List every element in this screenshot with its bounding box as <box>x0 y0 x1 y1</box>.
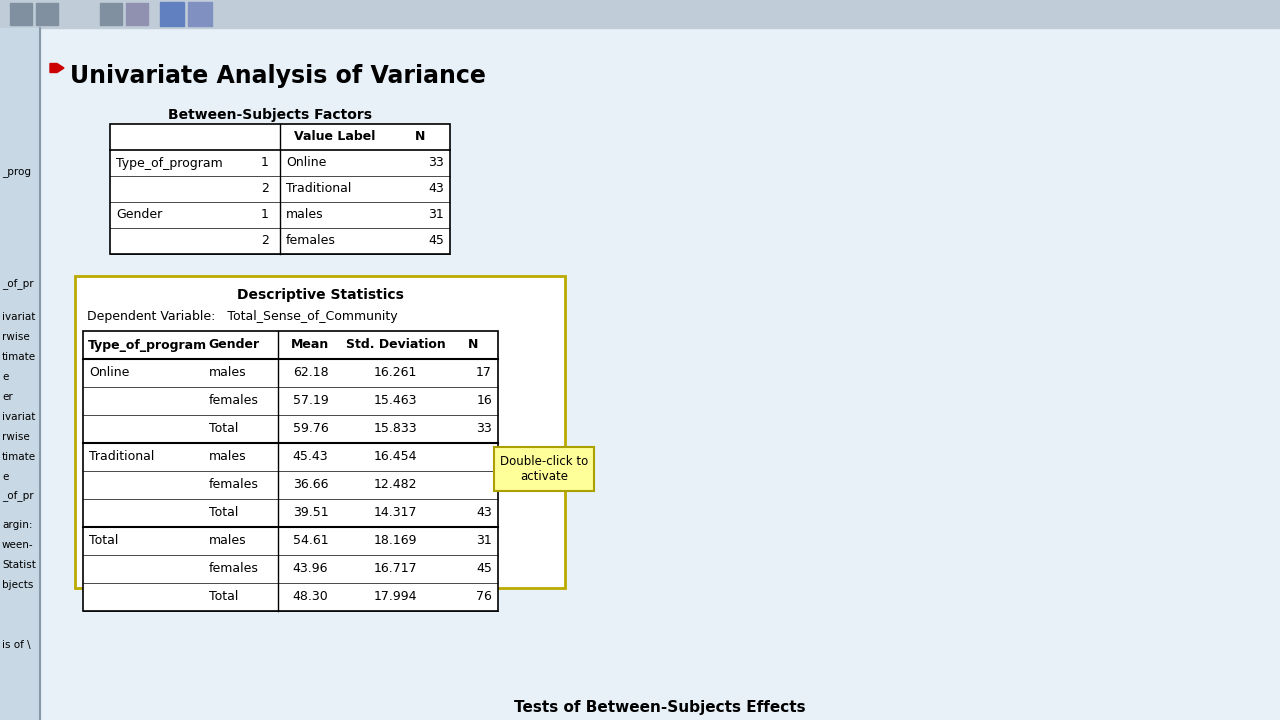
Bar <box>0 0 1280 28</box>
Text: argin:: argin: <box>3 520 32 530</box>
Text: Value Label: Value Label <box>294 130 376 143</box>
Text: 18.169: 18.169 <box>374 534 417 547</box>
Text: Gender: Gender <box>207 338 259 351</box>
Text: 33: 33 <box>476 423 492 436</box>
Text: _prog: _prog <box>3 168 31 178</box>
Text: bjects: bjects <box>3 580 33 590</box>
Text: er: er <box>3 392 13 402</box>
Text: timate: timate <box>3 352 36 362</box>
FancyArrow shape <box>50 63 64 73</box>
Text: 31: 31 <box>429 209 444 222</box>
Bar <box>564 28 1280 720</box>
Text: rwise: rwise <box>3 432 29 442</box>
Bar <box>100 3 122 25</box>
Text: Dependent Variable:   Total_Sense_of_Community: Dependent Variable: Total_Sense_of_Commu… <box>87 310 398 323</box>
Text: 16: 16 <box>476 395 492 408</box>
Text: Total: Total <box>209 423 238 436</box>
Bar <box>10 3 32 25</box>
Text: 17.994: 17.994 <box>374 590 417 603</box>
Text: N: N <box>467 338 479 351</box>
Text: 16.717: 16.717 <box>374 562 417 575</box>
Text: _of_pr: _of_pr <box>3 490 33 501</box>
Text: males: males <box>209 451 247 464</box>
Text: males: males <box>285 209 324 222</box>
Text: females: females <box>285 235 335 248</box>
Text: ween-: ween- <box>3 540 33 550</box>
Text: ivariat: ivariat <box>3 412 36 422</box>
Text: Traditional: Traditional <box>285 182 352 196</box>
Bar <box>36 3 58 25</box>
Text: timate: timate <box>3 452 36 462</box>
Text: 43: 43 <box>429 182 444 196</box>
Text: Descriptive Statistics: Descriptive Statistics <box>237 288 403 302</box>
Text: rwise: rwise <box>3 332 29 342</box>
Text: 36.66: 36.66 <box>293 479 328 492</box>
Bar <box>110 124 451 254</box>
Text: _of_pr: _of_pr <box>3 278 33 289</box>
Text: 16.261: 16.261 <box>374 366 417 379</box>
Text: males: males <box>209 534 247 547</box>
Text: 57.19: 57.19 <box>293 395 329 408</box>
Text: 15.463: 15.463 <box>374 395 417 408</box>
Text: e: e <box>3 472 9 482</box>
Bar <box>76 276 564 588</box>
Text: 14.317: 14.317 <box>374 506 417 520</box>
Text: is of \: is of \ <box>3 640 31 650</box>
Text: Total: Total <box>90 534 118 547</box>
Text: 2: 2 <box>261 182 269 196</box>
Text: Mean: Mean <box>292 338 330 351</box>
Text: 15.833: 15.833 <box>374 423 417 436</box>
Text: 62.18: 62.18 <box>293 366 328 379</box>
Text: females: females <box>209 479 259 492</box>
Text: 17: 17 <box>476 366 492 379</box>
Text: 59.76: 59.76 <box>293 423 329 436</box>
Text: 45: 45 <box>428 235 444 248</box>
Text: Univariate Analysis of Variance: Univariate Analysis of Variance <box>70 64 486 88</box>
Text: 45.43: 45.43 <box>293 451 328 464</box>
Text: females: females <box>209 395 259 408</box>
Text: 76: 76 <box>476 590 492 603</box>
Text: Online: Online <box>90 366 129 379</box>
Text: ivariat: ivariat <box>3 312 36 322</box>
Text: Double-click to
activate: Double-click to activate <box>500 455 588 483</box>
Text: e: e <box>3 372 9 382</box>
Text: 2: 2 <box>261 235 269 248</box>
Text: 48.30: 48.30 <box>293 590 329 603</box>
Text: Total: Total <box>209 590 238 603</box>
Text: 43: 43 <box>476 506 492 520</box>
Text: 54.61: 54.61 <box>293 534 328 547</box>
Text: Statist: Statist <box>3 560 36 570</box>
Text: 39.51: 39.51 <box>293 506 328 520</box>
Text: Online: Online <box>285 156 326 169</box>
Text: 33: 33 <box>429 156 444 169</box>
Text: Traditional: Traditional <box>90 451 155 464</box>
Text: 45: 45 <box>476 562 492 575</box>
Text: 43.96: 43.96 <box>293 562 328 575</box>
Text: females: females <box>209 562 259 575</box>
Text: Gender: Gender <box>116 209 163 222</box>
Text: Between-Subjects Factors: Between-Subjects Factors <box>168 108 372 122</box>
Text: 1: 1 <box>261 209 269 222</box>
Bar <box>494 447 594 491</box>
Text: Type_of_program: Type_of_program <box>88 338 207 351</box>
Bar <box>188 2 212 26</box>
Text: 16.454: 16.454 <box>374 451 417 464</box>
Text: Std. Deviation: Std. Deviation <box>346 338 445 351</box>
Bar <box>125 3 148 25</box>
Bar <box>0 28 40 720</box>
Text: 31: 31 <box>476 534 492 547</box>
Text: 12.482: 12.482 <box>374 479 417 492</box>
Bar <box>83 331 498 611</box>
Text: Tests of Between-Subjects Effects: Tests of Between-Subjects Effects <box>515 700 806 715</box>
Text: males: males <box>209 366 247 379</box>
Text: Type_of_program: Type_of_program <box>116 156 223 169</box>
Text: N: N <box>415 130 425 143</box>
Text: 1: 1 <box>261 156 269 169</box>
Text: Total: Total <box>209 506 238 520</box>
Bar <box>160 2 184 26</box>
